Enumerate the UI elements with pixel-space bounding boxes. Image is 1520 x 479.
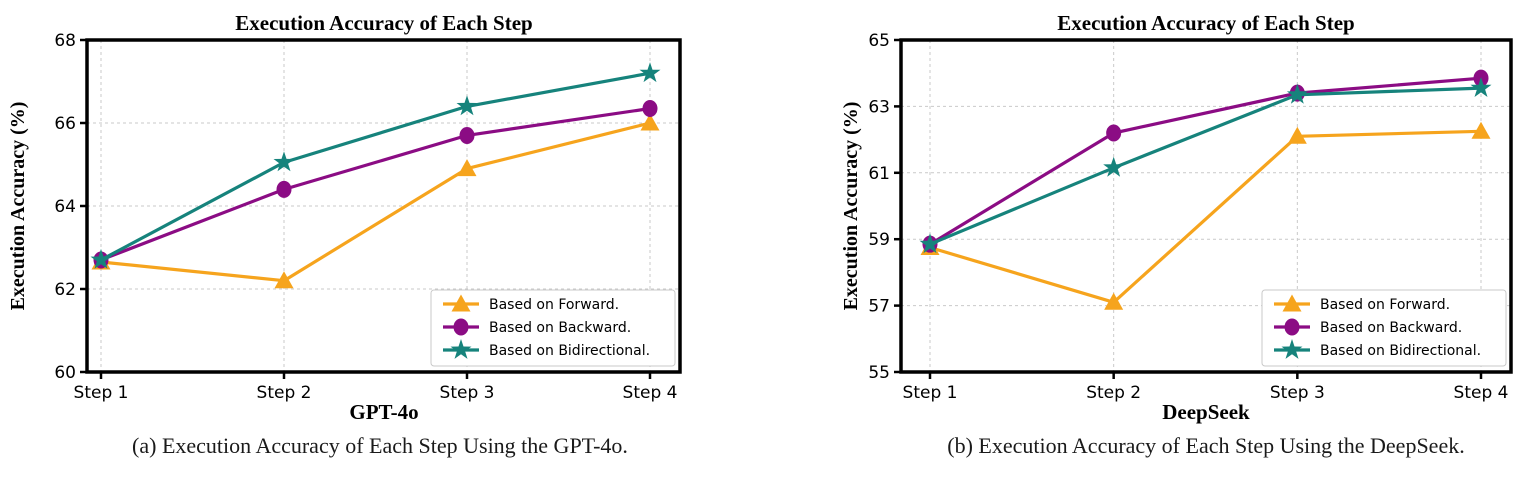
triangle-icon: [1282, 294, 1302, 312]
x-tick-label: Step 3: [1270, 383, 1325, 403]
legend: Based on Forward. Based on Backward. Based…: [430, 289, 676, 367]
data-point-star: [1286, 83, 1308, 104]
legend-label: Based on Forward.: [1320, 297, 1450, 313]
figure-b: Execution Accuracy of Each Step Executio…: [760, 0, 1520, 479]
data-point-circle: [276, 180, 292, 198]
data-point-star: [639, 62, 661, 83]
x-axis-label: GPT-4o: [349, 400, 418, 424]
y-tick-label: 63: [868, 97, 890, 117]
legend-item: Based on Forward.: [1274, 294, 1450, 313]
x-tick-label: Step 2: [1086, 383, 1141, 403]
data-point-triangle: [274, 271, 294, 289]
circle-icon: [453, 318, 469, 336]
x-tick-label: Step 2: [257, 383, 312, 403]
series-star: [919, 77, 1492, 254]
y-tick-label: 60: [54, 363, 76, 383]
legend-item: Based on Bidirectional.: [1274, 339, 1481, 359]
data-point-circle: [459, 126, 475, 144]
axis-ticks: 55 57 59 61 63 65 Step 1 Step 2 Step 3 Step 4: [868, 31, 1508, 403]
series-triangle: [91, 113, 660, 289]
y-tick-label: 65: [868, 31, 890, 51]
series-line: [100, 71, 651, 262]
legend-item: Based on Backward.: [1274, 318, 1462, 336]
plot-frame: [85, 38, 682, 374]
legend-label: Based on Forward.: [489, 297, 619, 313]
star-icon: [1281, 339, 1303, 359]
x-tick-label: Step 1: [903, 383, 958, 403]
series-line: [100, 106, 651, 262]
data-point-triangle: [640, 113, 660, 131]
caption-b: (b) Execution Accuracy of Each Step Usin…: [947, 433, 1465, 458]
figure-a: Execution Accuracy of Each Step Executio…: [7, 11, 682, 458]
y-tick-label: 61: [868, 164, 890, 184]
data-point-triangle: [457, 159, 477, 177]
x-tick-label: Step 4: [623, 383, 678, 403]
legend-box: [430, 289, 676, 367]
triangle-icon: [451, 294, 471, 312]
y-tick-label: 59: [868, 230, 890, 250]
y-tick-label: 57: [868, 297, 890, 317]
data-point-star: [1103, 156, 1125, 177]
legend-item: Based on Bidirectional.: [443, 339, 650, 359]
star-icon: [450, 339, 472, 359]
data-point-star: [919, 233, 941, 254]
data-point-triangle: [1287, 126, 1307, 144]
data-point-star: [1470, 77, 1492, 97]
y-tick-label: 64: [54, 197, 76, 217]
data-point-circle: [642, 99, 658, 117]
y-tick-label: 62: [54, 280, 76, 300]
caption-a: (a) Execution Accuracy of Each Step Usin…: [132, 433, 628, 458]
legend-label: Based on Bidirectional.: [489, 343, 650, 359]
y-tick-label: 68: [54, 31, 76, 51]
x-tick-label: Step 1: [74, 383, 129, 403]
data-point-star: [456, 95, 478, 116]
axis-ticks: 60 62 64 66 68 Step 1 Step 2 Step 3 Step 4: [54, 31, 677, 403]
legend-item: Based on Backward.: [443, 318, 631, 336]
legend: Based on Forward. Based on Backward. Based…: [1261, 289, 1507, 367]
series-line: [100, 121, 651, 283]
x-axis-label: DeepSeek: [1162, 400, 1250, 424]
y-tick-label: 66: [54, 114, 76, 134]
series-line: [929, 129, 1482, 304]
series-circle: [93, 99, 658, 269]
chart-title: Execution Accuracy of Each Step: [1057, 11, 1354, 35]
y-axis-label: Execution Accuracy (%): [840, 102, 862, 311]
data-point-triangle: [1471, 121, 1491, 139]
plot-frame: [899, 38, 1513, 374]
series-line: [929, 76, 1482, 246]
series-triangle: [920, 121, 1491, 310]
chart-gpt4o: Execution Accuracy of Each Step Executio…: [7, 11, 682, 424]
x-tick-label: Step 4: [1454, 383, 1509, 403]
series-star: [90, 62, 661, 269]
x-tick-label: Step 3: [440, 383, 495, 403]
legend-label: Based on Bidirectional.: [1320, 343, 1481, 359]
series-circle: [922, 69, 1489, 253]
data-point-star: [90, 248, 112, 269]
legend-label: Based on Backward.: [1320, 320, 1462, 336]
chart-deepseek: Execution Accuracy of Each Step Executio…: [840, 11, 1513, 424]
legend-box: [1261, 289, 1507, 367]
y-tick-label: 55: [868, 363, 890, 383]
series-line: [929, 86, 1482, 246]
y-axis-label: Execution Accuracy (%): [7, 102, 29, 311]
circle-icon: [1284, 318, 1300, 336]
data-point-circle: [1106, 124, 1122, 142]
legend-label: Based on Backward.: [489, 320, 631, 336]
data-point-star: [273, 151, 295, 172]
data-point-triangle: [1104, 292, 1124, 310]
legend-item: Based on Forward.: [443, 294, 619, 313]
chart-title: Execution Accuracy of Each Step: [235, 11, 532, 35]
